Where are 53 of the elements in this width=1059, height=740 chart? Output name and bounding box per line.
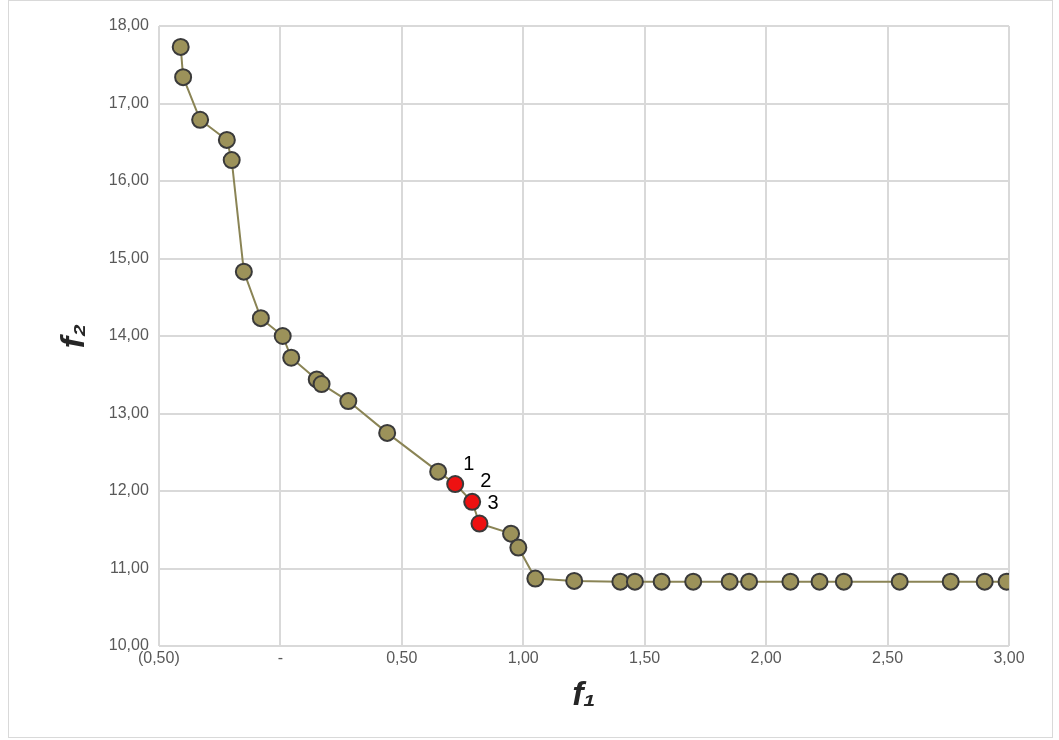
x-tick-label: - (277, 649, 283, 667)
point (282, 348, 301, 367)
point (273, 327, 292, 345)
x-tick-label: 3,00 (993, 649, 1025, 667)
point (781, 572, 800, 591)
point (890, 572, 909, 591)
point (509, 538, 528, 557)
point (684, 572, 703, 591)
x-tick-label: 0,50 (386, 649, 418, 667)
point (234, 262, 253, 281)
point (171, 37, 190, 56)
y-tick-label: 16,00 (108, 171, 149, 189)
point (611, 572, 630, 591)
y-tick-label: 12,00 (108, 481, 149, 499)
point (463, 492, 482, 511)
x-tick-label: 2,50 (871, 649, 904, 667)
y-tick-label: 15,00 (108, 248, 149, 266)
annotation: 2 (480, 469, 492, 492)
x-tick-label: 2,00 (750, 649, 782, 667)
point (502, 524, 521, 543)
point (217, 130, 236, 149)
y-tick-label: 17,00 (108, 93, 149, 111)
point (191, 110, 210, 129)
point (975, 572, 994, 591)
y-tick-label: 18,00 (108, 16, 149, 34)
point (470, 514, 489, 533)
y-tick-label: 11,00 (109, 558, 149, 576)
x-tick-label: 1,00 (507, 649, 539, 667)
annotation: 1 (463, 451, 475, 474)
point (312, 375, 331, 394)
point (526, 569, 545, 588)
point (652, 572, 671, 591)
y-tick-label: 13,00 (108, 403, 149, 421)
point (740, 572, 759, 591)
point (565, 571, 584, 590)
point (446, 475, 465, 494)
point (720, 572, 739, 591)
point (625, 572, 644, 591)
point (810, 572, 829, 591)
annotation: 3 (487, 491, 499, 514)
point (174, 68, 193, 87)
point (222, 151, 241, 170)
point (251, 309, 270, 328)
point (378, 423, 397, 442)
x-tick-label: 1,50 (629, 649, 661, 667)
y-tick-label: 14,00 (108, 326, 149, 344)
y-axis-title: f₂ (52, 323, 91, 349)
point (339, 392, 358, 411)
point (941, 572, 960, 591)
point (429, 462, 448, 481)
point (834, 572, 853, 591)
x-tick-label: (0,50) (137, 649, 180, 667)
x-axis-title: f₁ (572, 673, 596, 712)
